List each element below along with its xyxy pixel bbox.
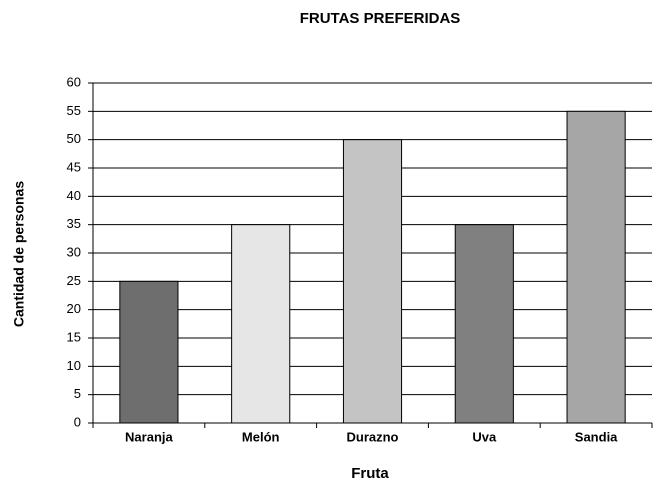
y-tick-label: 40 [67, 188, 81, 203]
y-tick-label: 15 [67, 329, 81, 344]
bar [119, 280, 179, 424]
y-tick-label: 5 [74, 386, 81, 401]
y-tick-label: 30 [67, 244, 81, 259]
x-tick-label: Durazno [347, 429, 399, 444]
chart-title: FRUTAS PREFERIDAS [300, 10, 461, 27]
bar [454, 224, 514, 424]
y-tick-label: 0 [74, 414, 81, 429]
x-tick-label: Uva [472, 429, 497, 444]
y-tick-label: 45 [67, 159, 81, 174]
y-tick-label: 50 [67, 131, 81, 146]
y-tick-label: 60 [67, 74, 81, 89]
y-tick-label: 55 [67, 103, 81, 118]
bar [342, 139, 403, 424]
x-tick-label: Sandia [575, 429, 618, 444]
x-tick-label: Melón [242, 429, 280, 444]
y-tick-label: 20 [67, 301, 81, 316]
x-tick-label: Naranja [125, 429, 173, 444]
y-axis-label: Cantidad de personas [11, 181, 27, 327]
bar [231, 224, 291, 424]
y-tick-label: 35 [67, 216, 81, 231]
y-tick-label: 25 [67, 273, 81, 288]
bar [566, 110, 626, 424]
y-tick-label: 10 [67, 358, 81, 373]
x-axis-label: Fruta [351, 465, 389, 482]
